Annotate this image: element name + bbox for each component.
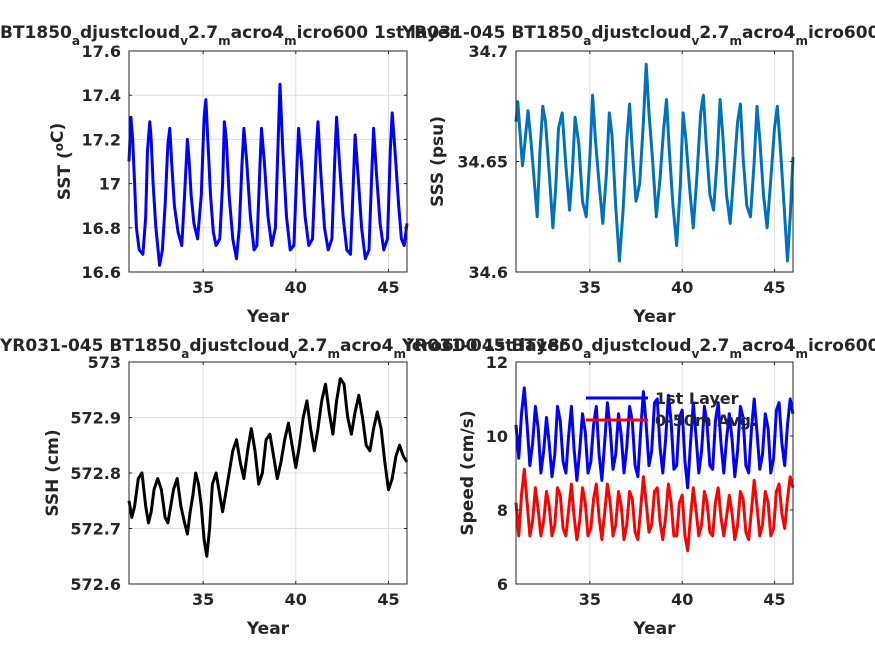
y-tick-label: 12 bbox=[486, 353, 508, 372]
x-axis-label: Year bbox=[246, 307, 290, 327]
x-tick-label: 45 bbox=[763, 278, 785, 297]
y-tick-label: 6 bbox=[497, 575, 508, 594]
series-0-50m-avg- bbox=[514, 467, 795, 553]
sst-axes-box bbox=[128, 50, 408, 273]
y-tick-label: 572.6 bbox=[70, 575, 121, 594]
x-tick-label: 35 bbox=[192, 590, 214, 609]
y-tick-label: 34.7 bbox=[469, 42, 508, 61]
legend: 1st Layer 0-50m Avg. bbox=[586, 389, 757, 430]
x-axis-label: Year bbox=[246, 619, 290, 639]
sst-plot-area bbox=[129, 51, 407, 272]
y-axis-label: Speed (cm/s) bbox=[458, 410, 478, 535]
x-tick-label: 35 bbox=[579, 590, 601, 609]
y-tick-label: 8 bbox=[497, 501, 508, 520]
x-tick-label: 40 bbox=[285, 590, 307, 609]
chart-title: YR031-045 BT1850adjustcloudv2.7macro4mic… bbox=[0, 336, 568, 361]
speed-plot-area bbox=[516, 362, 793, 584]
sss-panel: 35 40 45 34.6 34.65 34.7 Year SSS (psu) YR031-04… bbox=[401, 23, 875, 327]
y-tick-label: 572.7 bbox=[70, 520, 121, 539]
x-axis-label: Year bbox=[632, 619, 676, 639]
sst-panel: 35 40 45 16.6 16.8 17 17.2 17.4 17.6 Year SST (oC)… bbox=[0, 23, 458, 327]
y-tick-label: 573 bbox=[88, 353, 121, 372]
speed-axes-box bbox=[515, 361, 794, 585]
x-tick-label: 40 bbox=[671, 278, 693, 297]
y-tick-label: 17.4 bbox=[82, 86, 121, 105]
x-tick-label: 40 bbox=[671, 590, 693, 609]
y-tick-label: 10 bbox=[486, 427, 508, 446]
x-tick-label: 35 bbox=[579, 278, 601, 297]
x-tick-label: 45 bbox=[377, 278, 399, 297]
y-tick-label: 16.6 bbox=[82, 263, 121, 282]
chart-title: YR031-045 BT1850adjustcloudv2.7macro4mic… bbox=[401, 336, 875, 361]
chart-title: BT1850adjustcloudv2.7macro4micro600 1st … bbox=[0, 23, 458, 48]
y-tick-label: 34.6 bbox=[469, 263, 508, 282]
x-tick-label: 45 bbox=[377, 590, 399, 609]
y-tick-label: 34.65 bbox=[457, 153, 508, 172]
y-tick-label: 17.2 bbox=[82, 130, 121, 149]
sst-series-line bbox=[127, 82, 409, 267]
y-tick-label: 572.9 bbox=[70, 409, 121, 428]
series-1st-layer bbox=[514, 386, 795, 490]
legend-label: 0-50m Avg. bbox=[655, 411, 757, 430]
y-tick-label: 16.8 bbox=[82, 219, 121, 238]
y-tick-label: 17 bbox=[99, 175, 121, 194]
ssh-series-line bbox=[127, 377, 409, 558]
chart-title: YR031-045 BT1850adjustcloudv2.7macro4mic… bbox=[401, 23, 875, 48]
x-axis-label: Year bbox=[632, 307, 676, 327]
ssh-panel: 35 40 45 572.6 572.7 572.8 572.9 573 Year SSH (cm… bbox=[0, 336, 568, 639]
y-axis-label: SST (oC) bbox=[48, 123, 75, 201]
y-tick-label: 572.8 bbox=[70, 464, 121, 483]
sss-series-line bbox=[514, 62, 795, 263]
x-tick-label: 45 bbox=[763, 590, 785, 609]
x-tick-label: 35 bbox=[192, 278, 214, 297]
speed-panel: 35 40 45 6 8 10 12 Year Speed (cm/s) YR031-045 BT… bbox=[401, 336, 875, 639]
legend-label: 1st Layer bbox=[655, 389, 739, 408]
y-axis-label: SSS (psu) bbox=[428, 116, 448, 207]
y-axis-label: SSH (cm) bbox=[43, 429, 63, 516]
x-tick-label: 40 bbox=[285, 278, 307, 297]
y-tick-label: 17.6 bbox=[82, 42, 121, 61]
